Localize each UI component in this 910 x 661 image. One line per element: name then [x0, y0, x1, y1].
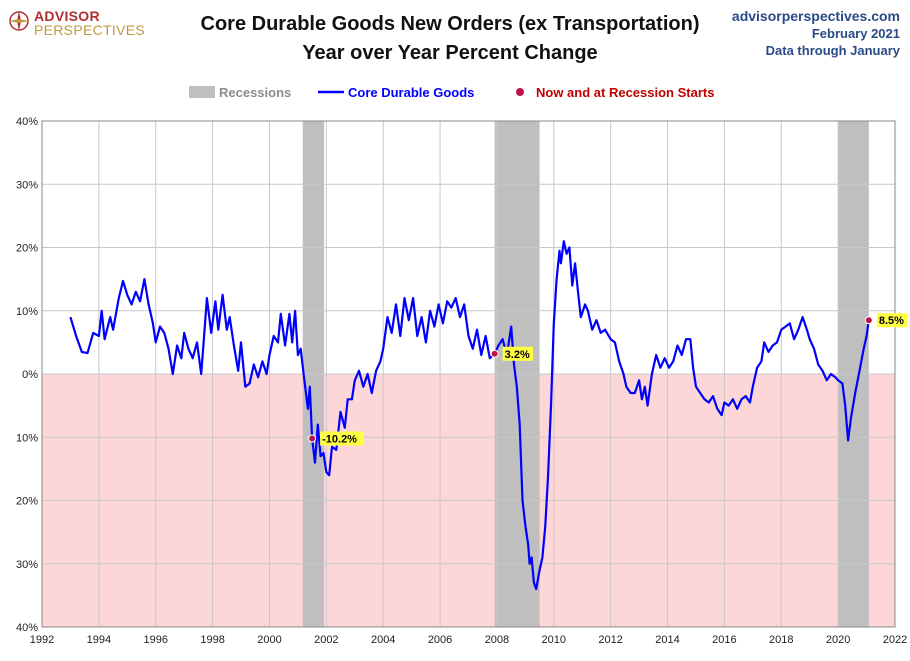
y-tick-label: 10%	[16, 306, 38, 318]
x-tick-label: 1996	[143, 634, 167, 646]
y-tick-label: 40%	[16, 116, 38, 128]
x-tick-label: 2022	[883, 634, 907, 646]
x-tick-label: 2014	[655, 634, 679, 646]
x-tick-label: 2000	[257, 634, 281, 646]
annotation-label-bg	[876, 313, 908, 328]
x-tick-label: 1998	[200, 634, 224, 646]
x-tick-label: 2002	[314, 634, 338, 646]
annotation-label-bg	[502, 346, 534, 361]
x-tick-label: 2006	[428, 634, 452, 646]
recession-start-marker	[490, 349, 499, 358]
annotation-label-bg	[320, 431, 364, 446]
logo-text-advisor: ADVISOR	[34, 8, 100, 24]
chart-subtitle: Year over Year Percent Change	[302, 42, 598, 64]
y-tick-label: 30%	[16, 559, 38, 571]
x-tick-label: 2020	[826, 634, 850, 646]
annotation-label: 3.2%	[505, 349, 530, 361]
advisor-perspectives-logo: ADVISOR PERSPECTIVES	[8, 8, 145, 38]
x-tick-label: 1994	[87, 634, 111, 646]
data-through-note: Data through January	[765, 43, 900, 58]
series-line-core-durable-goods	[69, 240, 870, 591]
x-tick-label: 1992	[30, 634, 54, 646]
y-tick-label: 30%	[16, 179, 38, 191]
y-tick-label: 20%	[16, 243, 38, 255]
annotation-label: -10.2%	[322, 434, 357, 446]
logo-text-perspectives: PERSPECTIVES	[34, 22, 145, 38]
legend-marker-swatch	[516, 88, 524, 96]
chart-title: Core Durable Goods New Orders (ex Transp…	[200, 13, 700, 35]
legend-recessions-label: Recessions	[219, 85, 291, 100]
y-tick-label: 0%	[22, 369, 38, 381]
x-tick-label: 2012	[598, 634, 622, 646]
x-tick-label: 2004	[371, 634, 395, 646]
y-tick-label: 10%	[16, 432, 38, 444]
publish-date: February 2021	[811, 26, 900, 41]
site-url: advisorperspectives.com	[731, 8, 900, 24]
legend-marker-label: Now and at Recession Starts	[536, 85, 714, 100]
legend-series-label: Core Durable Goods	[348, 85, 474, 100]
y-tick-label: 40%	[16, 622, 38, 634]
x-tick-label: 2008	[485, 634, 509, 646]
y-tick-label: 20%	[16, 496, 38, 508]
x-tick-label: 2016	[712, 634, 736, 646]
plot-border	[41, 120, 896, 628]
recession-start-marker	[864, 316, 873, 325]
legend-recession-swatch	[189, 86, 215, 98]
annotation-label: 8.5%	[879, 315, 904, 327]
compass-logo-icon	[9, 11, 29, 31]
x-tick-label: 2018	[769, 634, 793, 646]
x-tick-label: 2010	[542, 634, 566, 646]
recession-start-marker	[308, 434, 317, 443]
